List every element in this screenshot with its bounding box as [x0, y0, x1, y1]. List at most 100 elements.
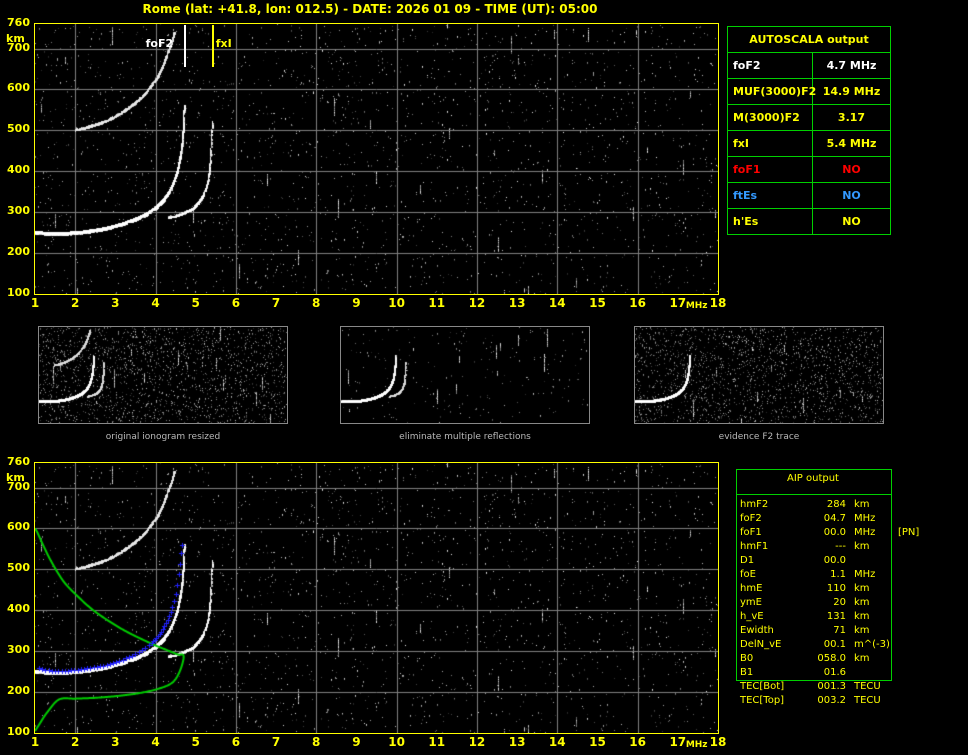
aip-param-unit: TECU [854, 695, 881, 706]
autoscala-value: NO [842, 163, 861, 176]
aip-row-yme: ymE 20 km [740, 596, 960, 610]
aip-param-value: 20 [833, 597, 846, 608]
y-tick-760: 760 [7, 16, 30, 29]
aip-row-hmf2: hmF2 284 km [740, 498, 960, 512]
x-tick-2: 2 [70, 735, 80, 749]
aip-param-name: foF1 [740, 527, 762, 538]
panel-eliminate-multiple-reflections[interactable] [340, 326, 590, 424]
x-tick-9: 9 [352, 735, 361, 749]
aip-row-d1: D1 00.0 [740, 554, 960, 568]
autoscala-key: foF1 [728, 157, 813, 182]
x-axis-unit: MHz [685, 301, 708, 311]
x-tick-16: 16 [629, 735, 646, 749]
aip-row-ewidth: Ewidth 71 km [740, 624, 960, 638]
aip-param-value: 01.6 [823, 667, 846, 678]
aip-row-deln_ve: DelN_vE 00.1 m^(-3) [740, 638, 960, 652]
aip-param-value: 1.1 [830, 569, 846, 580]
autoscala-value: 3.17 [837, 111, 866, 124]
aip-row-h_ve: h_vE 131 km [740, 610, 960, 624]
panel-eliminate-multiple-reflections-caption: eliminate multiple reflections [399, 432, 531, 442]
aip-param-name: TEC[Bot] [740, 681, 785, 692]
aip-output-border [736, 469, 892, 681]
aip-param-value: 00.0 [823, 555, 846, 566]
autoscala-row-ftes: ftEs NO [728, 183, 890, 209]
x-tick-3: 3 [111, 296, 120, 310]
x-tick-6: 6 [231, 735, 241, 749]
autoscala-key: fxI [728, 131, 813, 156]
aip-param-extra [898, 554, 938, 568]
fof2-marker-line [183, 25, 186, 67]
x-axis-unit: MHz [685, 740, 708, 750]
aip-param-name: TEC[Top] [740, 695, 785, 706]
fxi-marker-label: fxI [215, 37, 232, 50]
aip-param-unit: km [854, 625, 870, 636]
x-tick-5: 5 [191, 296, 200, 310]
autoscala-row-fof2: foF2 4.7 MHz [728, 53, 890, 79]
x-tick-13: 13 [508, 296, 526, 310]
aip-param-value: 003.2 [817, 695, 846, 706]
x-tick-16: 16 [629, 296, 646, 310]
aip-row-tecbot: TEC[Bot] 001.3 TECU [740, 680, 960, 694]
x-tick-17: 17 [669, 296, 687, 310]
aip-param-extra [898, 652, 938, 666]
aip-param-unit [854, 666, 898, 680]
aip-param-unit: MHz [854, 569, 876, 580]
aip-row-b0: B0 058.0 km [740, 652, 960, 666]
autoscala-key: M(3000)F2 [728, 105, 813, 130]
aip-param-name: foF2 [740, 513, 762, 524]
aip-param-extra [898, 610, 938, 624]
aip-param-extra [898, 498, 938, 512]
y-tick-400: 400 [7, 163, 30, 177]
autoscala-row-fof1: foF1 NO [728, 157, 890, 183]
aip-row-hme: hmE 110 km [740, 582, 960, 596]
x-tick-7: 7 [271, 735, 281, 749]
aip-param-value: 71 [833, 625, 846, 636]
aip-param-name: hmF2 [740, 499, 769, 510]
aip-title: AIP output [787, 473, 839, 484]
aip-param-value: 131 [826, 611, 846, 622]
aip-param-name: foE [740, 569, 756, 580]
aip-param-extra [898, 540, 938, 554]
aip-param-extra [898, 694, 938, 708]
aip-param-name: D1 [740, 555, 755, 566]
x-tick-17: 17 [669, 735, 687, 749]
aip-param-name: B1 [740, 667, 754, 678]
x-tick-4: 4 [151, 735, 160, 749]
aip-param-extra [898, 568, 938, 582]
y-tick-300: 300 [7, 643, 30, 657]
aip-param-name: B0 [740, 653, 754, 664]
x-tick-1: 1 [30, 735, 40, 749]
y-tick-700: 700 [7, 479, 30, 493]
autoscala-row-fxi: fxI 5.4 MHz [728, 131, 890, 157]
x-tick-1: 1 [30, 296, 40, 310]
y-tick-100: 100 [7, 725, 30, 738]
aip-param-value: 001.3 [817, 681, 846, 692]
aip-param-extra [898, 512, 938, 526]
y-tick-200: 200 [7, 245, 30, 259]
panel-evidence-f2-trace[interactable] [634, 326, 884, 424]
y-tick-700: 700 [7, 40, 30, 54]
x-tick-18: 18 [709, 296, 727, 310]
autoscala-value: NO [842, 215, 861, 228]
aip-param-value: --- [835, 541, 846, 552]
aip-param-extra [898, 582, 938, 596]
top-ionogram-plot[interactable] [34, 23, 719, 295]
autoscala-key: h'Es [728, 209, 813, 234]
fof2-marker-label: foF2 [145, 37, 174, 50]
autoscala-output-table: AUTOSCALA output foF2 4.7 MHz MUF(3000)F2 1… [727, 26, 891, 235]
aip-param-unit: TECU [854, 681, 881, 692]
aip-param-unit: MHz [854, 513, 876, 524]
aip-param-unit [854, 554, 898, 568]
x-tick-4: 4 [151, 296, 160, 310]
aip-param-extra [898, 638, 938, 652]
top-plot-y-axis: 760 700 600 500 400 300 200 100 km [0, 17, 30, 298]
aip-row-fof2: foF2 04.7 MHz [740, 512, 960, 526]
aip-param-extra [898, 624, 938, 638]
x-tick-14: 14 [548, 735, 566, 749]
fxi-marker-line [211, 25, 214, 67]
panel-original-ionogram[interactable] [38, 326, 288, 424]
aip-param-value: 110 [826, 583, 846, 594]
bottom-ionogram-plot[interactable] [34, 462, 719, 734]
aip-row-hmf1: hmF1 --- km [740, 540, 960, 554]
